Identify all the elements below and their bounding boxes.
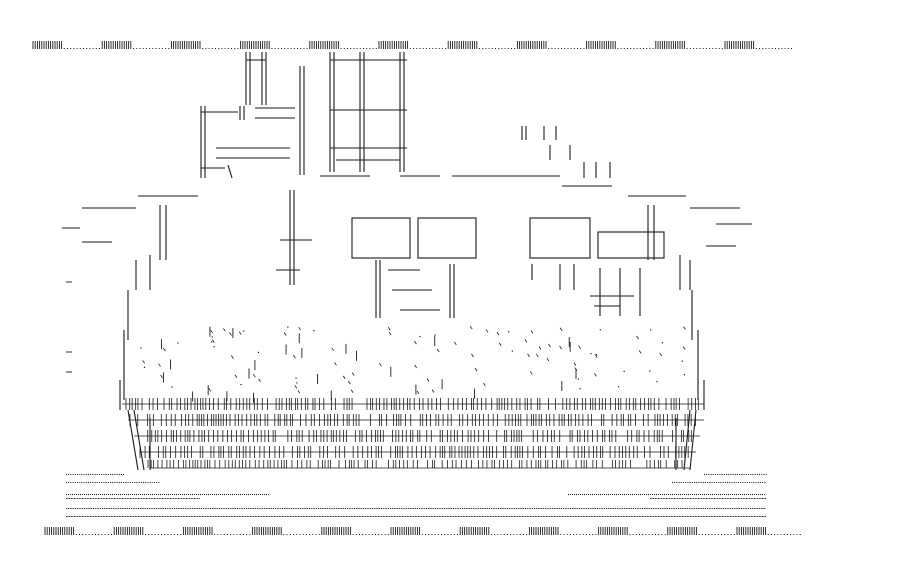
deck-band (129, 414, 696, 426)
deck-texture (125, 325, 699, 468)
title-glyph-center (320, 52, 560, 177)
hull-left-side (62, 195, 198, 471)
hull-bottom (122, 403, 704, 469)
water-line (650, 498, 767, 499)
water-line (66, 498, 200, 499)
title-glyph-left (200, 52, 305, 179)
hull-right-side (628, 195, 752, 471)
water-line (66, 482, 160, 483)
water-line (66, 516, 767, 517)
stylized-title-lettering (200, 52, 665, 318)
deck-band (147, 430, 692, 442)
water-line (66, 474, 125, 475)
water-line (704, 474, 767, 475)
bottom-dotted-border (44, 527, 801, 535)
water-lines (66, 281, 767, 517)
water-line (66, 508, 766, 509)
dotted-border-rows (32, 41, 801, 535)
deck-band (139, 446, 689, 458)
title-glyph-lower (276, 190, 665, 318)
edge-marks (66, 281, 72, 373)
spray-marks (140, 325, 686, 403)
water-line (66, 494, 269, 495)
water-line (672, 482, 766, 483)
title-glyph-right (521, 126, 612, 187)
deck-band (125, 398, 699, 410)
ship-hull-outline (62, 195, 752, 471)
water-line (568, 494, 765, 495)
deck-band (147, 460, 683, 468)
top-dotted-border (32, 41, 792, 49)
